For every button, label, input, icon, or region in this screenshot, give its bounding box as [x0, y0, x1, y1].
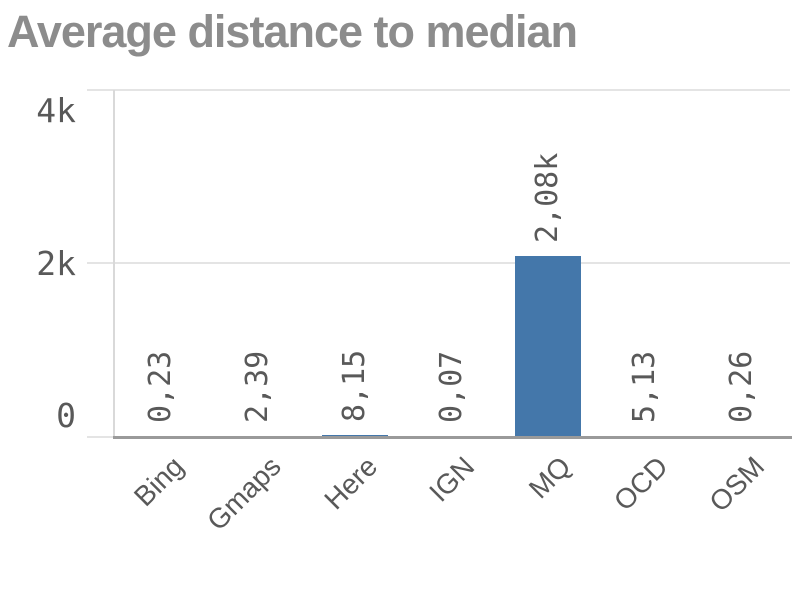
value-label-IGN: 0,07 — [433, 350, 469, 423]
chart-title: Average distance to median — [7, 6, 578, 57]
y-axis-line — [113, 90, 115, 436]
bar-MQ[interactable] — [515, 256, 582, 436]
value-label-OCD: 5,13 — [626, 350, 662, 423]
category-label-MQ[interactable]: MQ — [522, 450, 577, 505]
value-label-Gmaps: 2,39 — [240, 350, 276, 423]
y-tick-label-0: 0 — [56, 396, 76, 435]
y-axis-tick-0 — [87, 436, 113, 438]
category-label-Bing[interactable]: Bing — [128, 450, 190, 513]
y-tick-label-4k: 4k — [36, 91, 76, 130]
category-label-OCD[interactable]: OCD — [607, 450, 674, 517]
y-tick-label-2k: 2k — [36, 244, 76, 283]
x-axis-baseline — [113, 436, 792, 439]
value-label-Bing: 0,23 — [143, 350, 179, 423]
category-label-Here[interactable]: Here — [318, 450, 384, 516]
category-label-OSM[interactable]: OSM — [703, 450, 771, 518]
bar-Here[interactable] — [321, 435, 388, 436]
gridline-2k — [87, 262, 790, 264]
value-label-Here: 8,15 — [336, 350, 372, 423]
value-label-MQ: 2,08k — [530, 152, 566, 244]
gridline-4k — [87, 89, 790, 91]
value-label-OSM: 0,26 — [723, 350, 759, 423]
category-label-Gmaps[interactable]: Gmaps — [200, 450, 287, 537]
category-label-IGN[interactable]: IGN — [422, 450, 481, 508]
